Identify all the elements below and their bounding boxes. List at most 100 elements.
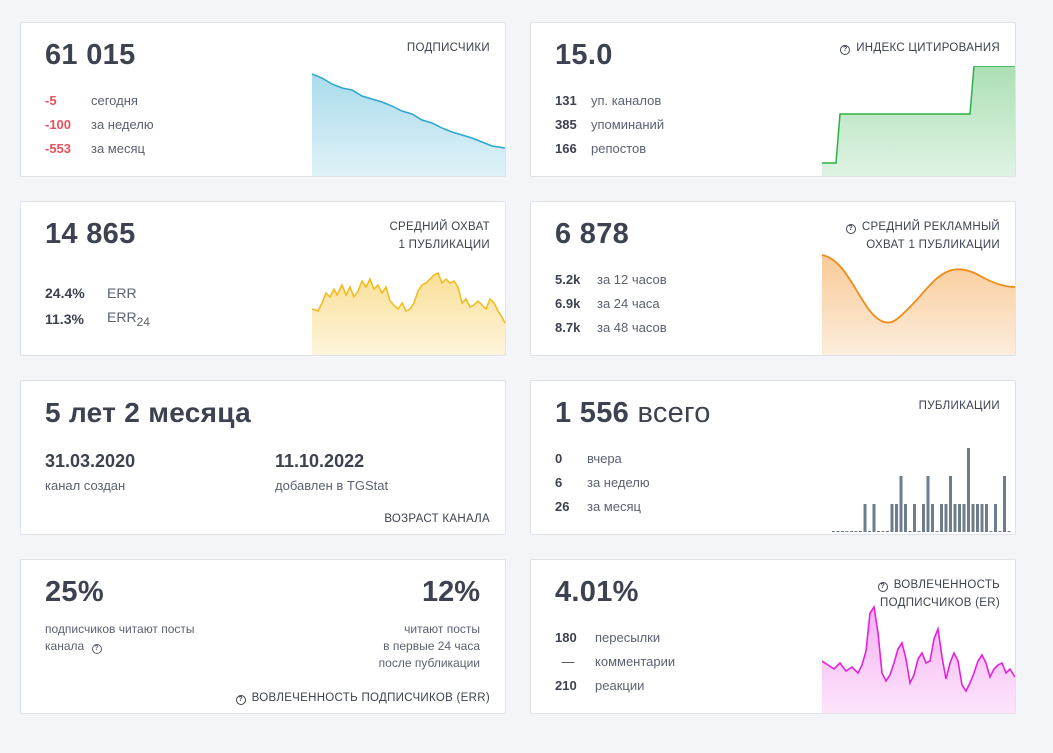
stat-row: 24.4% ERR xyxy=(45,285,137,301)
posts-tag: ПУБЛИКАЦИИ xyxy=(918,400,1000,412)
post-bar xyxy=(926,476,930,532)
post-bar xyxy=(949,476,952,532)
er-card[interactable]: 4.01% ? ВОВЛЕЧЕННОСТЬ ПОДПИСЧИКОВ (ER) 180… xyxy=(530,559,1016,714)
post-bar xyxy=(832,531,835,532)
channel-age-tag: ВОЗРАСТ КАНАЛА xyxy=(384,513,490,525)
post-bar xyxy=(935,531,939,532)
post-bar xyxy=(917,531,921,532)
err-left-text: подписчиков читают посты канала ? xyxy=(45,622,195,654)
added-block: 11.10.2022 добавлен в TGStat xyxy=(275,451,388,493)
stat-row: 166 репостов xyxy=(555,140,647,156)
question-icon[interactable]: ? xyxy=(840,45,851,55)
posts-card[interactable]: 1 556 всего ПУБЛИКАЦИИ 0 вчера 6 за неделю… xyxy=(530,380,1016,535)
avg-reach-value: 14 865 xyxy=(45,218,136,250)
err-left-value: 25% xyxy=(45,576,104,608)
stat-row: -553 за месяц xyxy=(45,140,145,156)
er-tag: ? ВОВЛЕЧЕННОСТЬ ПОДПИСЧИКОВ (ER) xyxy=(877,576,1000,612)
post-bar xyxy=(962,504,966,532)
posts-bar-chart xyxy=(832,448,1011,532)
avg-ad-reach-value: 6 878 xyxy=(555,218,630,250)
avg-ad-reach-card[interactable]: 6 878 ? СРЕДНИЙ РЕКЛАМНЫЙ ОХВАТ 1 ПУБЛИКАЦ… xyxy=(530,201,1016,356)
subscribers-tag: ПОДПИСЧИКИ xyxy=(406,42,490,54)
stat-row: 8.7k за 48 часов xyxy=(555,319,667,335)
post-bar xyxy=(940,504,943,532)
subscribers-card[interactable]: 61 015 ПОДПИСЧИКИ -5 сегодня -100 за недел… xyxy=(20,22,506,177)
post-bar xyxy=(908,531,912,532)
post-bar xyxy=(931,504,934,532)
post-bar xyxy=(836,531,840,532)
post-bar xyxy=(863,504,867,532)
subscribers-stats: -5 сегодня -100 за неделю -553 за месяц xyxy=(45,88,154,160)
stat-row: 11.3% ERR24 xyxy=(45,309,150,329)
post-bar xyxy=(958,504,961,532)
created-label: канал создан xyxy=(45,478,126,493)
post-bar xyxy=(953,504,957,532)
post-bar xyxy=(1007,531,1011,532)
er-sparkline xyxy=(822,604,1015,713)
stat-row: 210 реакции xyxy=(555,677,645,693)
question-icon[interactable]: ? xyxy=(235,695,246,705)
added-date: 11.10.2022 xyxy=(275,451,365,471)
err-right-text: читают посты в первые 24 часа после публ… xyxy=(378,622,480,670)
posts-stats: 0 вчера 6 за неделю 26 за месяц xyxy=(555,446,650,518)
err-right-value: 12% xyxy=(421,576,480,608)
avg-ad-reach-tag: ? СРЕДНИЙ РЕКЛАМНЫЙ ОХВАТ 1 ПУБЛИКАЦИИ xyxy=(845,218,1000,254)
post-bar xyxy=(868,531,871,532)
post-bar xyxy=(989,531,993,532)
post-bar xyxy=(845,531,849,532)
channel-age-card[interactable]: 5 лет 2 месяца 31.03.2020 канал создан 1… xyxy=(20,380,506,535)
post-bar xyxy=(944,504,948,532)
stat-row: 26 за месяц xyxy=(555,498,641,514)
channel-age-value: 5 лет 2 месяца xyxy=(45,397,251,428)
engagement-err-tag: ? ВОВЛЕЧЕННОСТЬ ПОДПИСЧИКОВ (ERR) xyxy=(235,689,490,707)
stat-row: 180 пересылки xyxy=(555,629,661,645)
post-bar xyxy=(971,504,975,532)
post-bar xyxy=(976,504,979,532)
posts-total: 1 556 всего xyxy=(555,397,711,429)
post-bar xyxy=(922,504,925,532)
stat-row: 0 вчера xyxy=(555,450,622,466)
created-date: 31.03.2020 xyxy=(45,451,136,471)
post-bar xyxy=(872,504,876,532)
er-value: 4.01% xyxy=(555,576,639,608)
ad-reach-stats: 5.2k за 12 часов 6.9k за 24 часа 8.7k за 48… xyxy=(555,267,667,339)
engagement-err-card[interactable]: 25% подписчиков читают посты канала ? 12… xyxy=(20,559,506,714)
citation-tag: ? ИНДЕКС ЦИТИРОВАНИЯ xyxy=(840,39,1000,57)
stat-row: 6 за неделю xyxy=(555,474,650,490)
stat-row: -100 за неделю xyxy=(45,116,154,132)
post-bar xyxy=(877,531,880,532)
avg-reach-tag: СРЕДНИЙ ОХВАТ 1 ПУБЛИКАЦИИ xyxy=(389,221,490,251)
post-bar xyxy=(881,531,885,532)
question-icon[interactable]: ? xyxy=(845,224,856,234)
citation-sparkline xyxy=(822,66,1015,176)
post-bar xyxy=(895,504,898,532)
post-bar xyxy=(913,504,916,532)
citation-card[interactable]: 15.0 ? ИНДЕКС ЦИТИРОВАНИЯ 131 уп. каналов … xyxy=(530,22,1016,177)
stat-row: 6.9k за 24 часа xyxy=(555,295,660,311)
stat-row: -5 сегодня xyxy=(45,92,138,108)
created-block: 31.03.2020 канал создан xyxy=(45,451,135,493)
avg-reach-card[interactable]: 14 865 СРЕДНИЙ ОХВАТ 1 ПУБЛИКАЦИИ 24.4% ER… xyxy=(20,201,506,356)
avg-reach-sparkline xyxy=(312,271,505,355)
post-bar xyxy=(1003,476,1006,532)
post-bar xyxy=(841,531,844,532)
question-icon[interactable]: ? xyxy=(91,644,102,654)
post-bar xyxy=(967,448,970,532)
stat-row: 131 уп. каналов xyxy=(555,92,662,108)
subscribers-count: 61 015 xyxy=(45,39,136,71)
stat-row: 385 упоминаний xyxy=(555,116,665,132)
citation-stats: 131 уп. каналов 385 упоминаний 166 репостов xyxy=(555,88,664,160)
added-label: добавлен в TGStat xyxy=(275,478,389,493)
post-bar xyxy=(890,504,894,532)
reach-stats: 24.4% ERR 11.3% ERR24 xyxy=(45,280,150,332)
post-bar xyxy=(854,531,858,532)
post-bar xyxy=(980,504,984,532)
post-bar xyxy=(994,504,997,532)
post-bar xyxy=(904,504,907,532)
avg-ad-reach-sparkline xyxy=(822,254,1015,355)
subscribers-sparkline xyxy=(312,73,505,176)
question-icon[interactable]: ? xyxy=(877,582,888,592)
stat-row: 5.2k за 12 часов xyxy=(555,271,667,287)
post-bar xyxy=(886,531,889,532)
post-bar xyxy=(899,476,903,532)
